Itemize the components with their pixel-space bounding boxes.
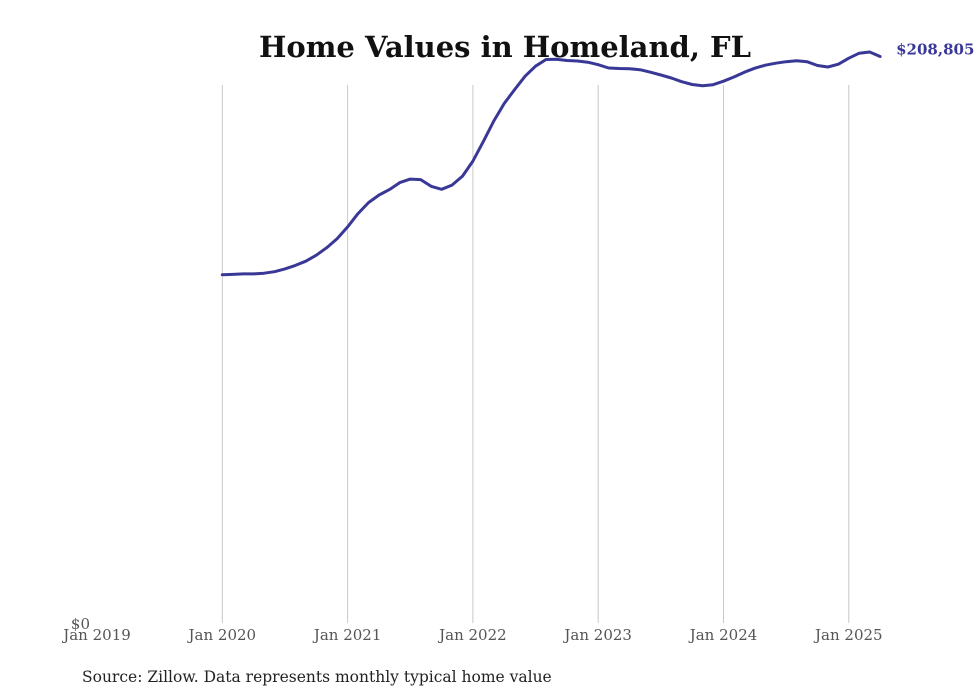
vertical-gridlines — [221, 85, 850, 623]
y-axis-ticks: $0 — [71, 615, 90, 633]
chart-title: Home Values in Homeland, FL — [259, 30, 751, 64]
end-value-label: $208,805 — [896, 41, 974, 59]
source-note: Source: Zillow. Data represents monthly … — [82, 668, 552, 686]
x-tick-label: Jan 2022 — [437, 626, 507, 644]
x-tick-label: Jan 2025 — [813, 626, 883, 644]
x-tick-label: Jan 2023 — [562, 626, 632, 644]
y-tick-label: $0 — [71, 615, 90, 633]
x-tick-label: Jan 2019 — [61, 626, 131, 644]
x-tick-label: Jan 2024 — [688, 626, 758, 644]
x-tick-label: Jan 2021 — [312, 626, 382, 644]
home-value-series-line — [220, 50, 882, 277]
x-tick-label: Jan 2020 — [187, 626, 257, 644]
x-axis-ticks: Jan 2019 Jan 2020 Jan 2021 Jan 2022 Jan 2023… — [61, 626, 882, 644]
